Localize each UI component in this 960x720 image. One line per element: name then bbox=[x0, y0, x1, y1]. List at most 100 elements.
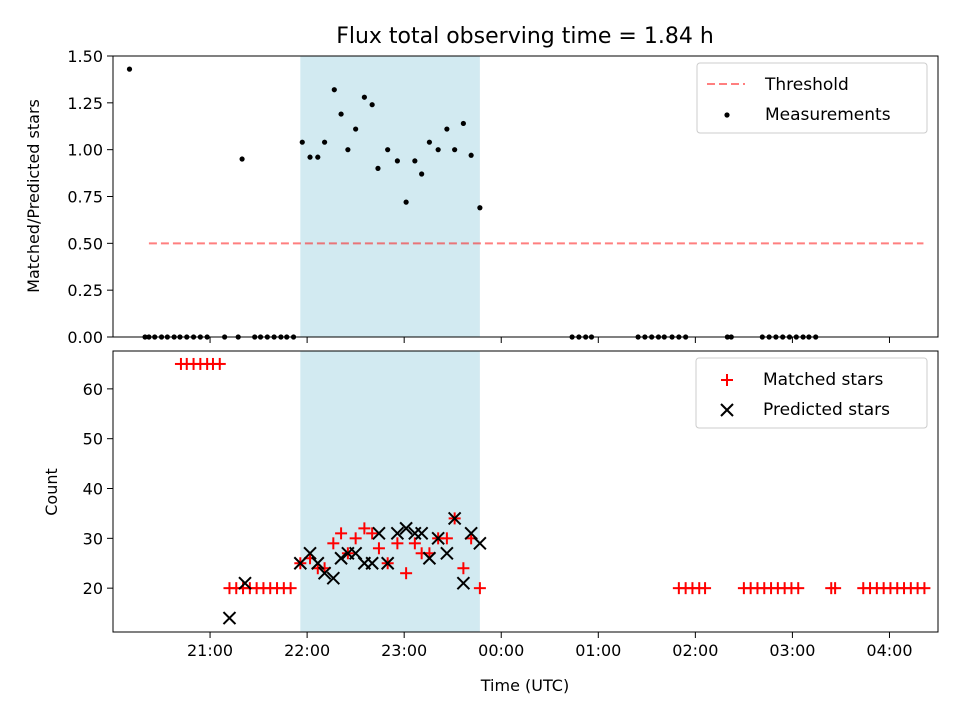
matched-star-point bbox=[366, 527, 379, 540]
matched-star-point bbox=[335, 527, 348, 540]
measurement-point bbox=[426, 139, 433, 145]
y-tick-label: 0.50 bbox=[67, 234, 103, 253]
measurement-point bbox=[419, 171, 425, 177]
count-panel-frame bbox=[112, 350, 939, 633]
measurement-point bbox=[403, 199, 409, 205]
measurement-point bbox=[460, 120, 466, 127]
threshold-legend-label: Threshold bbox=[764, 75, 849, 95]
predicted-star-point bbox=[456, 576, 471, 590]
measurement-point bbox=[307, 154, 313, 160]
predicted-legend-label: Predicted stars bbox=[763, 400, 890, 420]
predicted-star-point bbox=[447, 511, 462, 526]
matched-star-point bbox=[699, 582, 712, 595]
x-tick-label: 02:00 bbox=[672, 641, 718, 660]
predicted-star-point bbox=[303, 546, 317, 560]
predicted-star-point bbox=[473, 536, 487, 551]
x-tick-label: 03:00 bbox=[769, 641, 815, 660]
measurement-point bbox=[239, 156, 245, 162]
measurement-point bbox=[299, 139, 305, 145]
predicted-star-point bbox=[326, 571, 341, 585]
predicted-star-point bbox=[365, 556, 379, 570]
predicted-legend-swatch bbox=[720, 403, 734, 417]
predicted-star-point bbox=[390, 526, 405, 541]
predicted-star-point bbox=[380, 556, 395, 570]
ratio-legend: Threshold Measurements bbox=[696, 62, 928, 134]
y-tick-label: 1.25 bbox=[67, 94, 103, 113]
measurement-point bbox=[452, 147, 458, 153]
matched-star-point bbox=[213, 357, 226, 370]
predicted-star-point bbox=[422, 551, 437, 565]
y-tick-label: 60 bbox=[83, 380, 103, 399]
count-panel: 20 30 40 50 60 21:00 22:00 23:00 00:00 01:00 02:0… bbox=[42, 350, 939, 695]
y-tick-label: 0.25 bbox=[67, 281, 103, 300]
measurement-point bbox=[385, 147, 391, 153]
y-tick-label: 1.50 bbox=[67, 47, 103, 66]
count-legend: Matched stars Predicted stars bbox=[695, 357, 928, 429]
matched-star-point bbox=[391, 537, 404, 550]
matched-star-point bbox=[473, 582, 486, 595]
matched-star-point bbox=[400, 567, 413, 580]
measurement-point bbox=[315, 154, 321, 160]
y-tick-label: 20 bbox=[83, 579, 103, 598]
x-axis-label: Time (UTC) bbox=[480, 676, 569, 695]
x-tick-label: 04:00 bbox=[866, 641, 912, 660]
ratio-legend-box bbox=[696, 62, 928, 134]
count-legend-box bbox=[695, 357, 928, 429]
measurement-point bbox=[369, 102, 375, 108]
observing-window-band bbox=[300, 56, 480, 337]
predicted-star-point bbox=[440, 546, 454, 560]
predicted-star-point bbox=[372, 526, 386, 541]
predicted-star-point bbox=[311, 556, 325, 570]
measurement-point bbox=[353, 126, 359, 132]
matched-legend-swatch bbox=[721, 374, 733, 386]
predicted-star-point bbox=[317, 566, 332, 580]
measurement-point bbox=[394, 158, 400, 164]
matched-star-point bbox=[372, 542, 385, 555]
predicted-star-point bbox=[238, 576, 252, 590]
matched-legend-label: Matched stars bbox=[763, 370, 883, 390]
matched-star-point bbox=[284, 582, 297, 595]
measurements-legend-label: Measurements bbox=[765, 105, 891, 125]
predicted-star-point bbox=[222, 611, 237, 625]
measurement-point bbox=[338, 111, 344, 117]
ratio-y-axis-label: Matched/Predicted stars bbox=[24, 99, 43, 293]
y-tick-label: 30 bbox=[83, 529, 103, 548]
matched-star-point bbox=[918, 582, 931, 595]
x-tick-label: 21:00 bbox=[187, 641, 233, 660]
measurement-point bbox=[435, 147, 441, 153]
matched-star-point bbox=[327, 537, 340, 550]
matched-star-point bbox=[829, 582, 842, 595]
y-tick-label: 0.75 bbox=[67, 188, 103, 207]
x-tick-label: 23:00 bbox=[381, 641, 427, 660]
chart-title: Flux total observing time = 1.84 h bbox=[336, 24, 714, 49]
y-tick-label: 50 bbox=[83, 430, 103, 449]
measurement-point bbox=[468, 152, 474, 158]
count-y-axis-label: Count bbox=[42, 468, 61, 516]
predicted-star-point bbox=[334, 551, 348, 565]
matched-star-point bbox=[457, 562, 470, 575]
measurement-point bbox=[321, 139, 328, 145]
measurement-point bbox=[361, 94, 367, 100]
matched-star-point bbox=[349, 532, 362, 545]
observing-window-band bbox=[300, 351, 480, 632]
x-tick-label: 00:00 bbox=[478, 641, 524, 660]
measurement-point bbox=[331, 87, 337, 93]
predicted-star-point bbox=[399, 521, 413, 536]
ratio-panel: 0.00 0.25 0.50 0.75 1.00 1.25 1.50 Matched/Pre… bbox=[24, 47, 939, 347]
x-tick-label: 22:00 bbox=[284, 641, 330, 660]
y-tick-label: 40 bbox=[83, 480, 103, 499]
predicted-star-point bbox=[431, 531, 445, 546]
measurements-legend-swatch bbox=[724, 112, 730, 118]
measurement-point bbox=[126, 66, 133, 72]
matched-star-point bbox=[358, 522, 371, 535]
matched-star-point bbox=[440, 532, 453, 545]
matched-star-point bbox=[792, 582, 805, 595]
measurement-point bbox=[444, 126, 450, 132]
measurement-point bbox=[412, 158, 418, 164]
matched-star-point bbox=[408, 537, 421, 550]
y-tick-label: 1.00 bbox=[67, 141, 103, 160]
y-tick-label: 0.00 bbox=[67, 328, 103, 347]
measurement-point bbox=[345, 147, 351, 153]
predicted-star-point bbox=[414, 526, 429, 541]
